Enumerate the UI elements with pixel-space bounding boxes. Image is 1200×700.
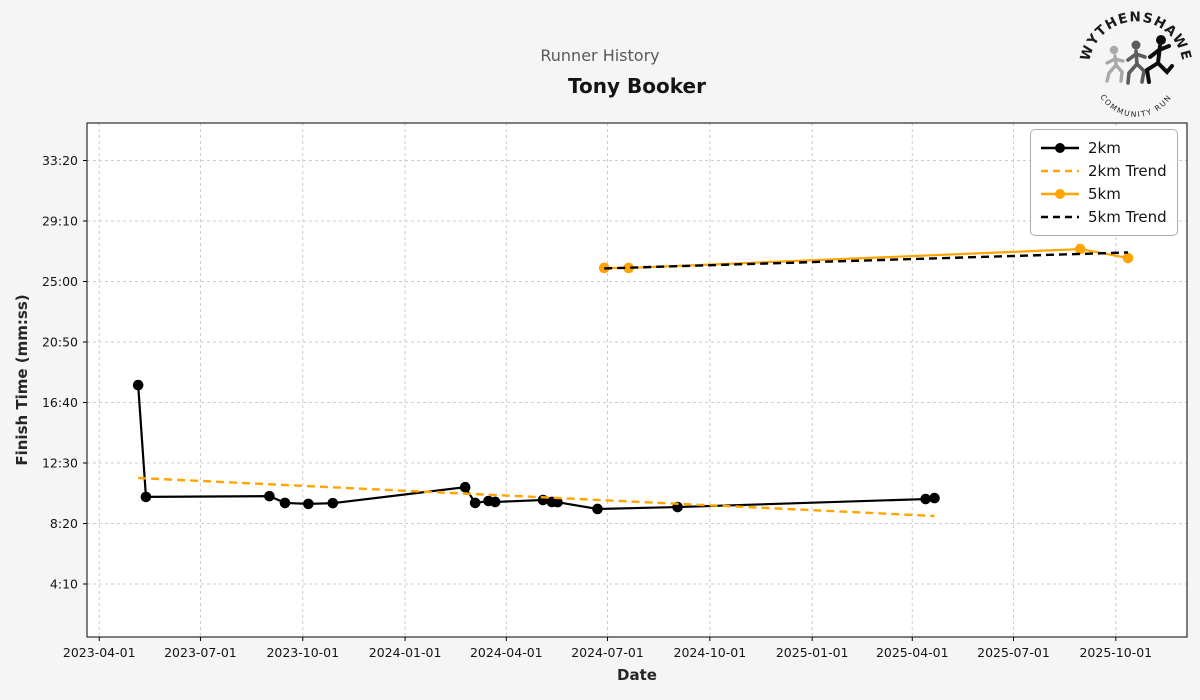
data-point-2km	[132, 379, 144, 391]
x-axis-label: Date	[617, 666, 657, 684]
runner-figure-light	[1105, 45, 1125, 83]
axis-ticks: 2023-04-01 2023-07-01 2023-10-01 2024-01-01…	[42, 153, 1152, 660]
series-5km-trend	[604, 251, 1129, 270]
runner-figure-dark	[1144, 35, 1174, 84]
data-point-2km	[459, 481, 471, 493]
data-point-2km	[469, 497, 481, 509]
plot-border	[86, 122, 1188, 638]
series-2km-trend	[138, 476, 935, 518]
legend-line-sample	[1041, 143, 1079, 153]
chart-legend: 2km 2km Trend 5km 5km Trend	[1030, 129, 1178, 236]
data-point-2km	[489, 496, 501, 508]
x-tick-label: 2024-10-01	[674, 645, 747, 660]
y-tick-label: 12:30	[42, 456, 78, 471]
y-tick-label: 8:20	[50, 516, 78, 531]
x-tick-label: 2024-07-01	[571, 645, 644, 660]
runner-name-title: Tony Booker	[568, 74, 706, 98]
legend-line-sample	[1041, 169, 1079, 173]
y-tick-label: 29:10	[42, 214, 78, 229]
data-point-2km	[552, 496, 563, 508]
x-tick-label: 2025-10-01	[1079, 645, 1152, 660]
wythenshawe-community-run-logo: WYTHENSHAWE COMMUNITY RUN	[1079, 9, 1193, 119]
legend-item-2km: 2km	[1040, 137, 1168, 159]
data-point-5km	[1074, 243, 1086, 255]
y-tick-label: 16:40	[42, 395, 78, 410]
legend-item-5km-trend: 5km Trend	[1040, 206, 1168, 228]
data-point-2km	[592, 503, 603, 515]
gridlines	[87, 123, 1187, 637]
x-tick-label: 2025-07-01	[977, 645, 1050, 660]
y-tick-label: 33:20	[42, 153, 78, 168]
legend-item-5km: 5km	[1040, 183, 1168, 205]
y-tick-label: 4:10	[50, 577, 78, 592]
legend-line-sample	[1041, 189, 1079, 199]
y-axis-label: Finish Time (mm:ss)	[13, 294, 31, 466]
legend-label: 2km Trend	[1088, 162, 1167, 180]
data-point-2km	[303, 498, 314, 510]
data-point-2km	[279, 497, 291, 509]
figure-title: Runner History	[540, 46, 660, 65]
x-tick-label: 2023-10-01	[266, 645, 339, 660]
runner-figure-mid	[1126, 40, 1147, 85]
x-tick-label: 2024-04-01	[470, 645, 543, 660]
plot-area	[87, 123, 1187, 637]
legend-label: 5km	[1088, 185, 1121, 203]
legend-label: 2km	[1088, 139, 1121, 157]
legend-item-2km-trend: 2km Trend	[1040, 160, 1168, 182]
x-tick-label: 2025-01-01	[776, 645, 849, 660]
series-2km	[132, 379, 940, 515]
y-tick-label: 25:00	[42, 274, 78, 289]
logo-bottom-text: COMMUNITY RUN	[1098, 93, 1173, 119]
legend-label: 5km Trend	[1088, 208, 1167, 226]
data-point-5km	[1122, 252, 1134, 264]
data-point-2km	[140, 491, 152, 503]
y-tick-label: 20:50	[42, 335, 78, 350]
data-point-5km	[623, 262, 634, 274]
x-tick-label: 2023-07-01	[164, 645, 237, 660]
x-tick-label: 2023-04-01	[63, 645, 136, 660]
x-tick-label: 2024-01-01	[369, 645, 442, 660]
data-point-2km	[264, 490, 275, 502]
data-point-2km	[920, 493, 931, 505]
legend-line-sample	[1041, 215, 1079, 219]
x-tick-label: 2025-04-01	[876, 645, 949, 660]
data-point-2km	[327, 497, 339, 509]
data-point-2km	[929, 492, 940, 504]
